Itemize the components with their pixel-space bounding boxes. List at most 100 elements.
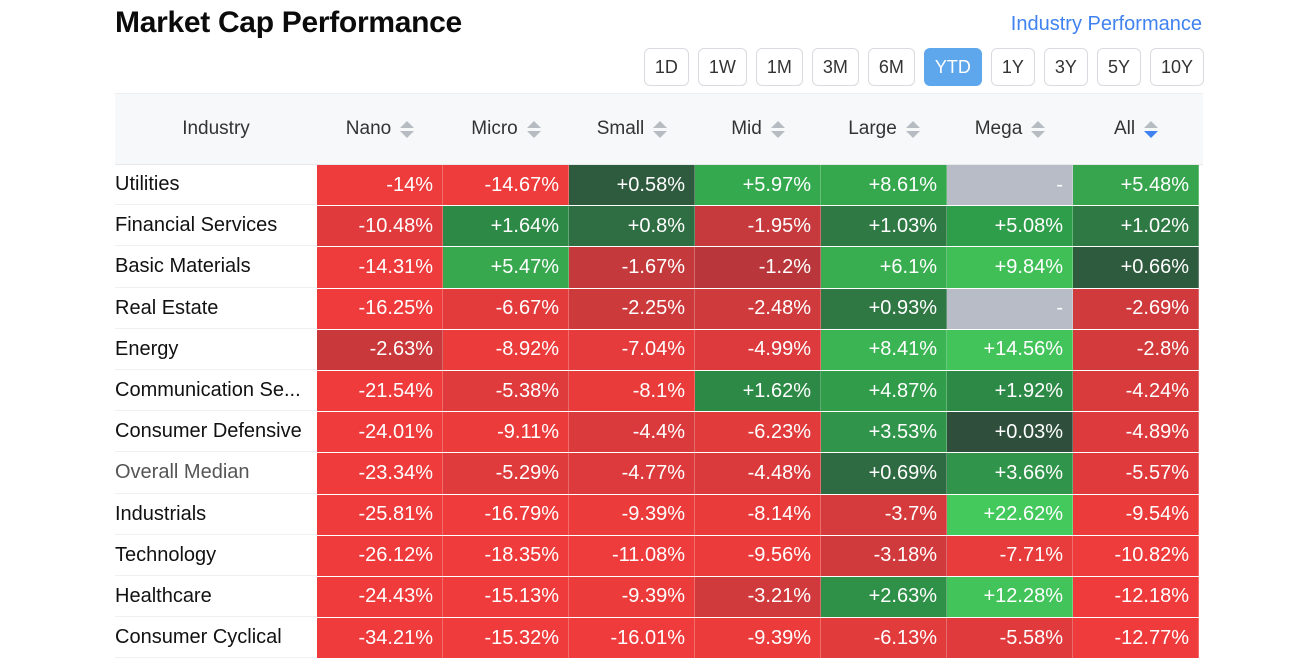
period-button-1d[interactable]: 1D (643, 48, 689, 86)
performance-cell-mega: - (947, 288, 1073, 329)
industry-name[interactable]: Real Estate (115, 289, 317, 329)
performance-cell-nano: -2.63% (317, 329, 443, 370)
performance-cell-nano: -21.54% (317, 370, 443, 412)
sort-icon[interactable] (400, 120, 415, 138)
performance-cell-all: -5.57% (1073, 453, 1199, 494)
performance-cell-large: +8.61% (821, 165, 947, 206)
performance-cell-large: -6.13% (821, 618, 947, 659)
period-button-3y[interactable]: 3Y (1043, 48, 1088, 86)
period-button-5y[interactable]: 5Y (1096, 48, 1141, 86)
industry-name[interactable]: Industrials (115, 495, 317, 535)
column-header-label: Mid (731, 118, 762, 139)
column-header-mid[interactable]: Mid (695, 94, 821, 164)
performance-cell-small: -11.08% (569, 535, 695, 576)
performance-cell-mega: +12.28% (947, 576, 1073, 618)
performance-cell-mid: -3.21% (695, 576, 821, 618)
column-header-mega[interactable]: Mega (947, 94, 1073, 164)
performance-cell-large: +6.1% (821, 247, 947, 288)
industry-name[interactable]: Communication Se... (115, 371, 317, 412)
performance-cell-mid: -1.95% (695, 206, 821, 247)
performance-cell-mega: -5.58% (947, 618, 1073, 659)
sort-icon[interactable] (1031, 120, 1046, 138)
sort-icon[interactable] (653, 120, 668, 138)
performance-cell-mid: -8.14% (695, 494, 821, 535)
performance-cell-small: +0.58% (569, 165, 695, 206)
performance-cell-mega: +0.03% (947, 412, 1073, 453)
table-row: Consumer Defensive -24.01% -9.11% -4.4% -6.2… (115, 412, 1203, 454)
period-button-1y[interactable]: 1Y (990, 48, 1035, 86)
performance-cell-mega: -7.71% (947, 535, 1073, 576)
performance-cell-micro: -14.67% (443, 165, 569, 206)
performance-cell-all: -12.77% (1073, 618, 1199, 659)
performance-cell-all: -4.89% (1073, 412, 1199, 453)
performance-cell-micro: -16.79% (443, 494, 569, 535)
performance-cell-mega: +14.56% (947, 329, 1073, 370)
performance-cell-large: -3.18% (821, 535, 947, 576)
column-header-all[interactable]: All (1073, 94, 1199, 164)
performance-cell-mid: -9.39% (695, 618, 821, 659)
performance-table: Industry Nano Micro Small Mid Large Mega All Ut… (115, 93, 1203, 659)
column-header-micro[interactable]: Micro (443, 94, 569, 164)
performance-cell-nano: -10.48% (317, 206, 443, 247)
industry-name[interactable]: Basic Materials (115, 247, 317, 288)
industry-name[interactable]: Overall Median (115, 453, 317, 494)
performance-cell-nano: -25.81% (317, 494, 443, 535)
industry-name[interactable]: Energy (115, 330, 317, 370)
industry-name[interactable]: Consumer Defensive (115, 412, 317, 453)
industry-name[interactable]: Technology (115, 536, 317, 576)
performance-cell-nano: -34.21% (317, 618, 443, 659)
sort-icon[interactable] (770, 120, 785, 138)
performance-cell-small: +0.8% (569, 206, 695, 247)
sort-icon[interactable] (526, 120, 541, 138)
performance-cell-large: -3.7% (821, 494, 947, 535)
period-button-1w[interactable]: 1W (697, 48, 747, 86)
performance-cell-nano: -24.01% (317, 412, 443, 453)
period-button-6m[interactable]: 6M (867, 48, 915, 86)
performance-cell-micro: +1.64% (443, 206, 569, 247)
performance-cell-mega: +22.62% (947, 494, 1073, 535)
industry-name[interactable]: Financial Services (115, 206, 317, 247)
performance-cell-mid: -6.23% (695, 412, 821, 453)
performance-cell-nano: -14% (317, 165, 443, 206)
table-row: Energy -2.63% -8.92% -7.04% -4.99% +8.41% +14.… (115, 329, 1203, 371)
performance-cell-mega: - (947, 165, 1073, 206)
period-button-1m[interactable]: 1M (755, 48, 803, 86)
table-row: Utilities -14% -14.67% +0.58% +5.97% +8.61% - +… (115, 165, 1203, 207)
performance-cell-small: -9.39% (569, 494, 695, 535)
performance-cell-micro: -5.38% (443, 370, 569, 412)
performance-cell-large: +3.53% (821, 412, 947, 453)
column-header-label: Mega (974, 118, 1023, 139)
table-header: Industry Nano Micro Small Mid Large Mega All (115, 93, 1203, 165)
performance-cell-small: -4.77% (569, 453, 695, 494)
performance-cell-nano: -24.43% (317, 576, 443, 618)
column-header-nano[interactable]: Nano (317, 94, 443, 164)
performance-cell-mid: -1.2% (695, 247, 821, 288)
performance-cell-all: -12.18% (1073, 576, 1199, 618)
performance-cell-all: -9.54% (1073, 494, 1199, 535)
column-header-small[interactable]: Small (569, 94, 695, 164)
performance-cell-micro: +5.47% (443, 247, 569, 288)
period-button-10y[interactable]: 10Y (1149, 48, 1204, 86)
performance-cell-all: +1.02% (1073, 206, 1199, 247)
performance-cell-mid: -4.48% (695, 453, 821, 494)
industry-name[interactable]: Consumer Cyclical (115, 618, 317, 659)
sort-icon[interactable] (905, 120, 920, 138)
column-header-large[interactable]: Large (821, 94, 947, 164)
table-body: Utilities -14% -14.67% +0.58% +5.97% +8.61% - +… (115, 165, 1203, 659)
industry-name[interactable]: Utilities (115, 165, 317, 206)
performance-cell-nano: -23.34% (317, 453, 443, 494)
performance-cell-mid: +1.62% (695, 370, 821, 412)
performance-cell-all: -4.24% (1073, 370, 1199, 412)
performance-cell-mega: +1.92% (947, 370, 1073, 412)
period-button-3m[interactable]: 3M (811, 48, 859, 86)
period-selector: 1D 1W 1M 3M 6M YTD 1Y 3Y 5Y 10Y (643, 48, 1204, 86)
period-button-ytd[interactable]: YTD (923, 48, 982, 86)
table-row: Healthcare -24.43% -15.13% -9.39% -3.21% +2.6… (115, 576, 1203, 619)
performance-cell-mega: +9.84% (947, 247, 1073, 288)
column-header-industry: Industry (115, 94, 317, 164)
industry-name[interactable]: Healthcare (115, 577, 317, 618)
performance-cell-all: -10.82% (1073, 535, 1199, 576)
performance-cell-mid: -9.56% (695, 535, 821, 576)
industry-performance-link[interactable]: Industry Performance (1010, 13, 1202, 35)
sort-icon[interactable] (1144, 120, 1159, 138)
